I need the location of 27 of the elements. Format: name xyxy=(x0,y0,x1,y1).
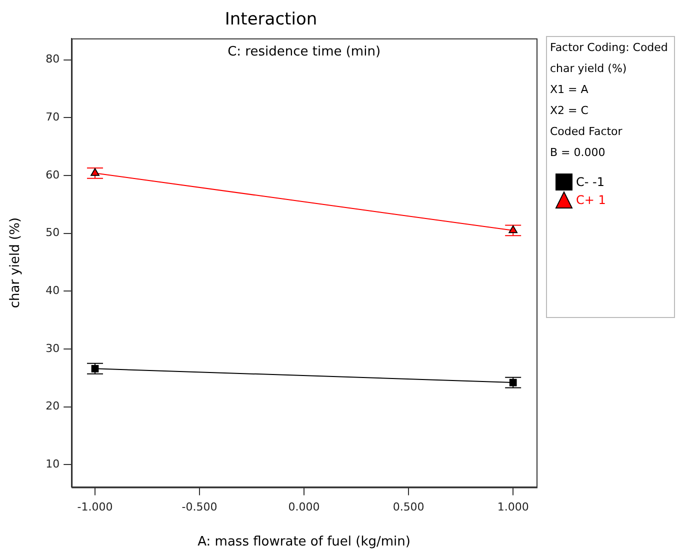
text: X1 = A xyxy=(550,83,590,96)
y-tick-label: 30 xyxy=(46,342,60,355)
y-axis-title: char yield (%) xyxy=(8,217,24,308)
y-tick-label: 80 xyxy=(46,52,60,66)
x-tick-label: 1.000 xyxy=(497,500,529,514)
y-tick-label: 40 xyxy=(46,284,60,297)
text: C: residence time (min) xyxy=(228,44,381,60)
x-tick-label: -0.500 xyxy=(182,500,218,514)
x-tick-label: -1.000 xyxy=(77,500,113,514)
text: char yield (%) xyxy=(550,62,628,75)
y-tick-label: 20 xyxy=(46,400,60,413)
text: Factor Coding: Coded xyxy=(550,41,669,54)
text: Coded Factor xyxy=(550,125,624,138)
point xyxy=(91,364,99,372)
y-tick-label: 70 xyxy=(46,110,60,124)
legend-label: C- -1 xyxy=(576,175,604,189)
point xyxy=(509,378,517,386)
legend-label: C+ 1 xyxy=(576,193,606,207)
y-tick-label: 50 xyxy=(46,226,60,240)
y-tick-label: 10 xyxy=(46,458,60,471)
y-tick-label: 60 xyxy=(46,168,60,182)
x-tick-label: 0.000 xyxy=(288,500,320,514)
chart-title: Interaction xyxy=(224,10,318,30)
text: B = 0.000 xyxy=(550,146,606,159)
text: X2 = C xyxy=(550,104,590,117)
x-axis-title: A: mass flowrate of fuel (kg/min) xyxy=(198,534,410,550)
x-tick-label: 0.500 xyxy=(392,500,424,514)
